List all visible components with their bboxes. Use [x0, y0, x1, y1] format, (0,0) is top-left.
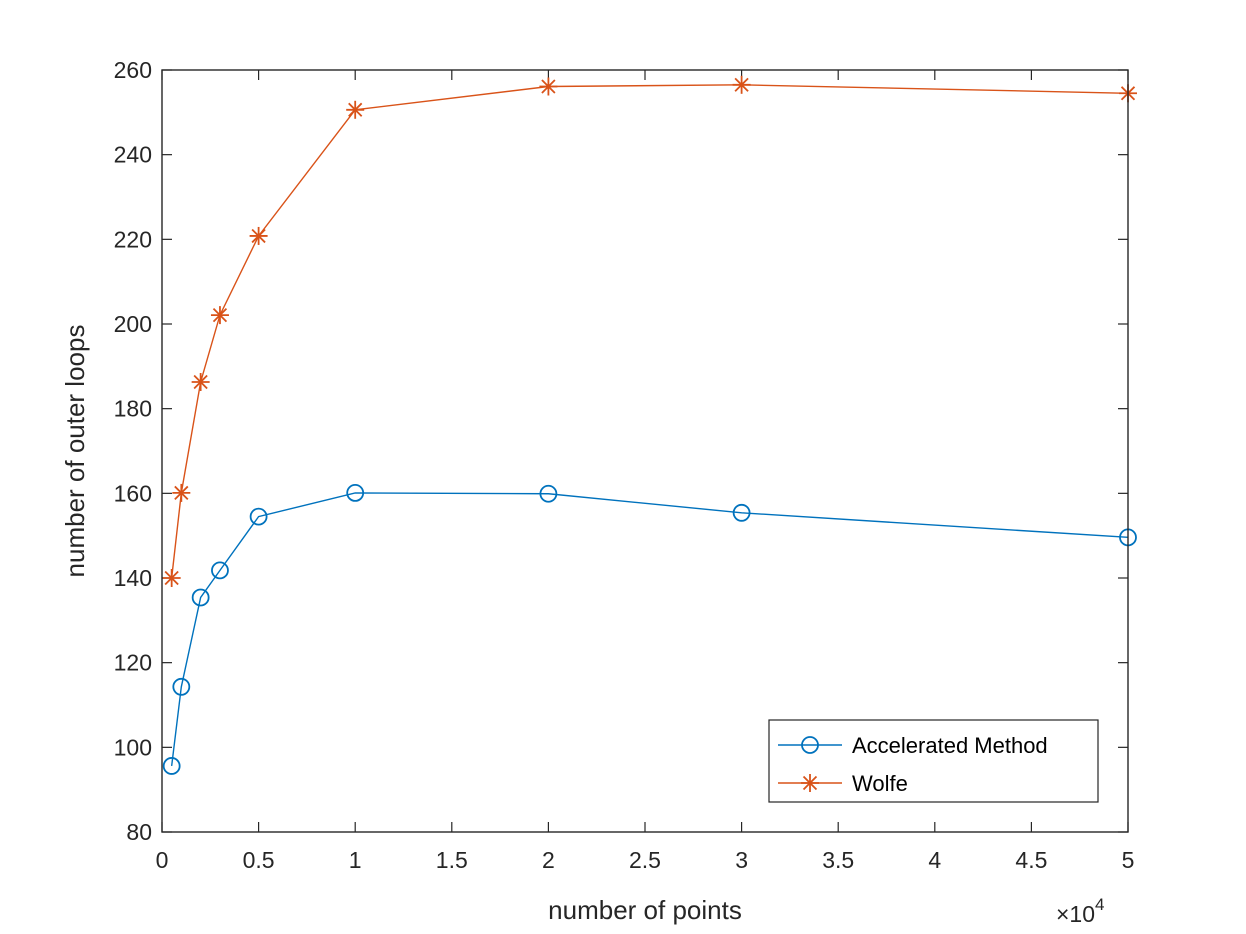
x-axis-label: number of points: [548, 895, 742, 925]
x-tick-label: 1: [349, 847, 362, 873]
x-tick-label: 2.5: [629, 847, 661, 873]
data-point-accelerated-method: [249, 507, 268, 526]
data-point-wolfe: [346, 100, 365, 119]
legend-entry-accelerated-method: Accelerated Method: [778, 733, 1048, 758]
x-tick-label: 3.5: [822, 847, 854, 873]
data-point-accelerated-method: [346, 484, 365, 502]
x-tick-label: 0.5: [243, 847, 275, 873]
y-tick-label: 260: [114, 57, 152, 83]
plot-frame: [161, 69, 1129, 833]
data-point-accelerated-method: [732, 503, 751, 522]
data-point-wolfe: [249, 226, 268, 245]
data-point-wolfe: [191, 372, 210, 391]
legend-marker: [801, 736, 819, 754]
data-point-accelerated-method: [211, 561, 229, 580]
x-tick-label: 1.5: [436, 847, 468, 873]
data-point-wolfe: [172, 483, 191, 502]
y-axis-label: number of outer loops: [60, 325, 90, 578]
axis-ticks: 0 0.5 1 1.5 2 2.5 3 3.5 4 4.5 5 80 100 120 140 160 180 20…: [114, 57, 1135, 873]
y-tick-label: 80: [126, 819, 152, 845]
x-multiplier-exponent: 4: [1095, 895, 1104, 914]
legend-label: Wolfe: [852, 771, 908, 796]
legend: Accelerated Method Wolfe: [768, 719, 1099, 803]
y-tick-label: 120: [114, 650, 152, 676]
legend-entries: Accelerated Method Wolfe: [778, 733, 1048, 796]
y-tick-label: 180: [114, 396, 152, 422]
data-point-wolfe: [210, 306, 229, 325]
legend-label: Accelerated Method: [852, 733, 1048, 758]
x-tick-label: 2: [542, 847, 555, 873]
y-tick-label: 140: [114, 565, 152, 591]
x-tick-label: 3: [735, 847, 748, 873]
y-tick-label: 160: [114, 480, 152, 506]
data-point-accelerated-method: [539, 484, 558, 503]
plot-area: [162, 70, 1128, 832]
legend-box: [768, 719, 1099, 803]
x-tick-label: 5: [1122, 847, 1135, 873]
y-tick-label: 200: [114, 311, 152, 337]
x-tick-label: 0: [156, 847, 169, 873]
x-multiplier-base: ×10: [1056, 901, 1095, 927]
y-tick-label: 100: [114, 734, 152, 760]
data-point-accelerated-method: [191, 588, 210, 607]
x-axis-multiplier: ×104: [1056, 895, 1104, 927]
data-point-accelerated-method: [162, 757, 181, 775]
series-accelerated-method: [162, 484, 1137, 775]
data-point-accelerated-method: [172, 677, 191, 696]
data-point-wolfe: [539, 77, 558, 96]
y-tick-label: 220: [114, 226, 152, 252]
x-tick-label: 4.5: [1015, 847, 1047, 873]
legend-entry-wolfe: Wolfe: [778, 771, 908, 796]
data-point-wolfe: [162, 569, 181, 587]
y-tick-label: 240: [114, 142, 152, 168]
data-point-wolfe: [732, 75, 751, 94]
legend-marker: [801, 774, 819, 792]
series-line-accelerated-method: [170, 492, 1129, 767]
x-tick-label: 4: [928, 847, 941, 873]
